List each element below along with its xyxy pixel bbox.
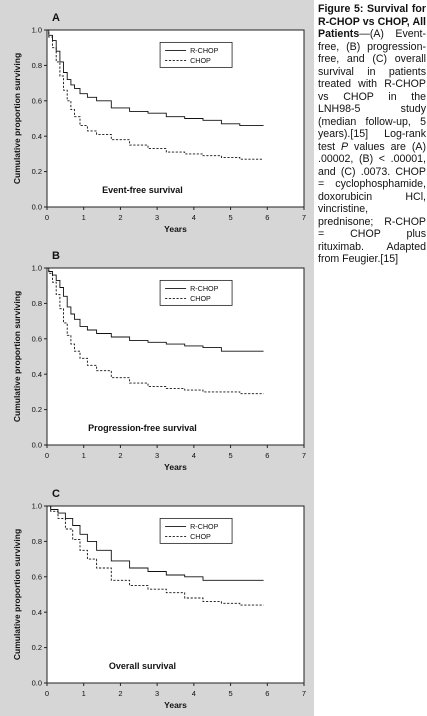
- chart-title: Progression-free survival: [88, 423, 197, 433]
- y-tick-label: 1.0: [32, 502, 42, 511]
- y-tick-label: 0.6: [32, 334, 42, 343]
- x-tick-label: 6: [265, 451, 269, 460]
- figure-panel: 0 1 2 3 4 5 6 7 0.0 0.2 0.4 0.6 0.8 1.0 A Years Cumulati…: [0, 0, 314, 716]
- x-tick-label: 6: [265, 213, 269, 222]
- y-tick-label: 0.0: [32, 441, 42, 450]
- legend-box: [159, 517, 233, 544]
- series-line-r-chop: [47, 29, 264, 127]
- y-tick-label: 1.0: [32, 26, 42, 35]
- legend-box: [159, 41, 233, 68]
- x-tick-label: 7: [302, 213, 306, 222]
- x-axis-label: Years: [164, 462, 187, 472]
- x-tick-label: 4: [192, 689, 196, 698]
- x-tick-label: 2: [118, 451, 122, 460]
- x-tick-label: 0: [45, 451, 49, 460]
- x-tick-label: 5: [228, 689, 232, 698]
- x-tick-label: 5: [228, 213, 232, 222]
- chart-title: Event-free survival: [102, 185, 183, 195]
- panel-label: B: [52, 250, 60, 262]
- caption-body-2: values are (A) .00002, (B) < .00001, and…: [318, 140, 426, 266]
- y-tick-label: 0.0: [32, 679, 42, 688]
- x-tick-label: 7: [302, 689, 306, 698]
- overall-survival-chart: 0 1 2 3 4 5 6 7 0.0 0.2 0.4 0.6 0.8 1.0 C Years Cumulati…: [12, 488, 306, 710]
- chart-title: Overall survival: [109, 661, 176, 671]
- y-tick-label: 0.2: [32, 405, 42, 414]
- x-tick-label: 0: [45, 213, 49, 222]
- legend-box: [159, 279, 233, 306]
- progression-free-survival-chart: 0 1 2 3 4 5 6 7 0.0 0.2 0.4 0.6 0.8 1.0 B Years Cumulati…: [12, 250, 306, 472]
- x-axis-label: Years: [164, 700, 187, 710]
- y-tick-label: 1.0: [32, 264, 42, 273]
- x-tick-label: 1: [82, 451, 86, 460]
- y-axis-label: Cumulative proportion surviving: [12, 53, 22, 184]
- x-axis-label: Years: [164, 224, 187, 234]
- x-tick-label: 2: [118, 689, 122, 698]
- x-tick-label: 1: [82, 213, 86, 222]
- y-tick-label: 0.8: [32, 537, 42, 546]
- figure-caption: Figure 5: Survival for R-CHOP vs CHOP, A…: [318, 3, 426, 266]
- y-tick-label: 0.6: [32, 96, 42, 105]
- legend-label: R-CHOP: [190, 284, 219, 293]
- series-line-chop: [47, 505, 264, 606]
- x-tick-label: 5: [228, 451, 232, 460]
- event-free-survival-chart: 0 1 2 3 4 5 6 7 0.0 0.2 0.4 0.6 0.8 1.0 A Years Cumulati…: [12, 12, 306, 234]
- legend-label: R-CHOP: [190, 522, 219, 531]
- y-tick-label: 0.6: [32, 572, 42, 581]
- x-tick-label: 4: [192, 451, 196, 460]
- caption-body-1: —(A) Event-free, (B) progression-free, a…: [318, 28, 426, 153]
- x-tick-label: 4: [192, 213, 196, 222]
- x-tick-label: 2: [118, 213, 122, 222]
- y-tick-label: 0.4: [32, 608, 42, 617]
- series-line-r-chop: [47, 267, 264, 352]
- y-tick-label: 0.8: [32, 299, 42, 308]
- series-line-chop: [47, 267, 264, 395]
- legend-label: CHOP: [190, 294, 211, 303]
- x-tick-label: 1: [82, 689, 86, 698]
- caption-p-symbol: P: [341, 140, 349, 153]
- panel-label: A: [52, 12, 60, 24]
- legend-label: R-CHOP: [190, 46, 219, 55]
- y-axis-label: Cumulative proportion surviving: [12, 291, 22, 422]
- x-tick-label: 3: [155, 689, 159, 698]
- caption-title: Figure 5: Survival for R-CHOP vs CHOP, A…: [318, 3, 426, 40]
- y-tick-label: 0.4: [32, 370, 42, 379]
- legend-label: CHOP: [190, 56, 211, 65]
- y-tick-label: 0.8: [32, 61, 42, 70]
- x-tick-label: 7: [302, 451, 306, 460]
- legend-label: CHOP: [190, 532, 211, 541]
- x-tick-label: 3: [155, 451, 159, 460]
- panel-label: C: [52, 488, 60, 500]
- y-tick-label: 0.2: [32, 167, 42, 176]
- x-tick-label: 6: [265, 689, 269, 698]
- y-axis-label: Cumulative proportion surviving: [12, 529, 22, 660]
- y-tick-label: 0.4: [32, 132, 42, 141]
- x-tick-label: 3: [155, 213, 159, 222]
- x-tick-label: 0: [45, 689, 49, 698]
- y-tick-label: 0.0: [32, 203, 42, 212]
- y-tick-label: 0.2: [32, 643, 42, 652]
- series-line-r-chop: [47, 505, 264, 581]
